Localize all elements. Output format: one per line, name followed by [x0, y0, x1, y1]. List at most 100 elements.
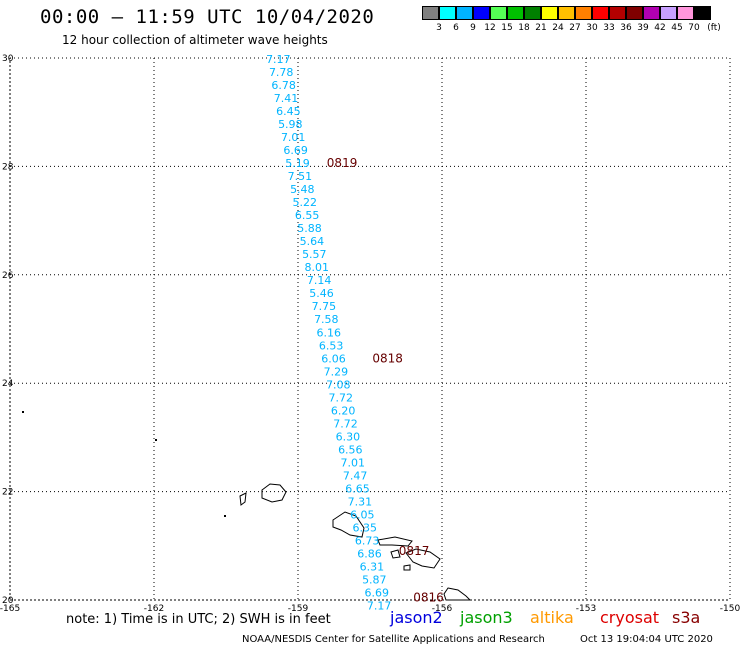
- island-maui: [405, 548, 441, 569]
- pass-time-label: 0818: [372, 351, 403, 365]
- generated-date: Oct 13 19:04:04 UTC 2020: [580, 634, 713, 645]
- wave-height-label: 5.98: [278, 118, 303, 131]
- y-tick-label: 28: [2, 162, 14, 172]
- wave-height-label: 7.72: [333, 417, 358, 430]
- island-nihoa: [22, 411, 24, 413]
- island-hawaii: [443, 587, 472, 601]
- coastlines: [22, 411, 472, 601]
- color-scale-label: 24: [552, 23, 564, 33]
- wave-height-label: 6.69: [283, 144, 308, 157]
- island-lanai: [390, 549, 401, 559]
- wave-height-label: 8.01: [304, 261, 329, 274]
- color-swatch: [422, 6, 439, 20]
- wave-height-label: 7.01: [340, 456, 365, 469]
- color-swatch: [558, 6, 575, 20]
- color-swatch: [456, 6, 473, 20]
- wave-height-label: 7.78: [269, 66, 294, 79]
- color-scale-label: 39: [637, 23, 649, 33]
- color-scale-label: 27: [569, 23, 581, 33]
- wave-height-label: 7.41: [274, 92, 299, 105]
- page-subtitle: 12 hour collection of altimeter wave hei…: [62, 33, 328, 47]
- color-swatch: [626, 6, 643, 20]
- wave-height-label: 7.17: [266, 53, 291, 66]
- color-swatch: [439, 6, 456, 20]
- x-tick-label: -156: [432, 604, 453, 614]
- wave-height-label: 6.31: [360, 560, 385, 573]
- page-title: 00:00 – 11:59 UTC 10/04/2020: [40, 6, 375, 28]
- wave-height-label: 6.65: [345, 482, 370, 495]
- color-scale-label: 15: [501, 23, 513, 33]
- y-tick-label: 20: [2, 596, 14, 606]
- satellite-cryosat: cryosat: [600, 608, 660, 627]
- wave-height-label: 6.16: [316, 326, 341, 339]
- pass-time-label: 0819: [327, 156, 358, 170]
- wave-height-points: 7.177.786.787.416.455.987.016.695.197.51…: [266, 53, 391, 612]
- wave-height-label: 5.64: [300, 235, 325, 248]
- color-swatch: [507, 6, 524, 20]
- wave-height-label: 5.46: [309, 287, 334, 300]
- wave-height-label: 7.51: [288, 170, 313, 183]
- color-swatch: [694, 6, 711, 20]
- wave-height-label: 6.35: [352, 521, 377, 534]
- color-scale-label: 42: [654, 23, 666, 33]
- color-scale-label: 12: [484, 23, 496, 33]
- wave-height-label: 5.48: [290, 183, 315, 196]
- island-kauai: [261, 483, 287, 503]
- y-tick-label: 30: [2, 54, 14, 64]
- island-necker: [155, 439, 157, 441]
- wave-height-label: 6.06: [321, 352, 346, 365]
- color-swatch: [575, 6, 592, 20]
- wave-height-label: 5.57: [302, 248, 327, 261]
- wave-height-label: 7.17: [367, 599, 392, 612]
- color-scale-unit: (ft): [707, 23, 721, 33]
- pass-time-label: 0816: [413, 590, 444, 604]
- satellite-jason2: jason2: [390, 608, 443, 627]
- color-swatch: [524, 6, 541, 20]
- satellite-jason3: jason3: [460, 608, 513, 627]
- credit-text: NOAA/NESDIS Center for Satellite Applica…: [242, 634, 545, 645]
- island-oahu: [332, 511, 365, 538]
- wave-height-label: 6.45: [276, 105, 301, 118]
- wave-height-label: 7.75: [312, 300, 337, 313]
- wave-height-label: 7.72: [328, 391, 353, 404]
- x-tick-label: -162: [144, 604, 164, 614]
- satellite-altika: altika: [530, 608, 574, 627]
- color-scale-label: 30: [586, 23, 598, 33]
- wave-height-label: 6.55: [295, 209, 320, 222]
- pass-time-label: 0817: [399, 544, 430, 558]
- color-swatch: [609, 6, 626, 20]
- wave-height-label: 5.22: [292, 196, 317, 209]
- color-scale-label: 18: [518, 23, 530, 33]
- color-swatch: [490, 6, 507, 20]
- wave-height-label: 7.29: [324, 365, 349, 378]
- color-scale-label: 33: [603, 23, 615, 33]
- wave-height-label: 5.87: [362, 573, 387, 586]
- wave-height-label: 6.30: [336, 430, 361, 443]
- wave-height-label: 6.73: [355, 534, 380, 547]
- color-scale-label: 36: [620, 23, 632, 33]
- color-scale-label: 45: [671, 23, 683, 33]
- y-tick-label: 22: [2, 488, 13, 498]
- x-tick-label: -165: [0, 604, 20, 614]
- wave-height-label: 7.01: [281, 131, 306, 144]
- wave-height-label: 7.31: [348, 495, 373, 508]
- grid-lines: [9, 57, 731, 601]
- wave-height-label: 6.86: [357, 547, 382, 560]
- y-tick-label: 26: [2, 271, 14, 281]
- y-tick-label: 24: [2, 379, 14, 389]
- island-molokai: [377, 536, 413, 547]
- island-niihau: [239, 492, 247, 506]
- wave-height-label: 7.47: [343, 469, 368, 482]
- satellite-s3a: s3a: [672, 608, 701, 627]
- island-kahoolawe: [403, 564, 411, 571]
- axes: -165 -162 -159 -156 -153 -150 20 22 24 26 28 30: [0, 54, 740, 614]
- color-swatch: [660, 6, 677, 20]
- color-swatch: [643, 6, 660, 20]
- color-scale-label: 70: [688, 23, 700, 33]
- color-scale-label: 6: [453, 23, 459, 33]
- wave-height-label: 6.53: [319, 339, 344, 352]
- wave-height-label: 7.58: [314, 313, 339, 326]
- color-swatch: [677, 6, 694, 20]
- wave-height-label: 5.88: [297, 222, 322, 235]
